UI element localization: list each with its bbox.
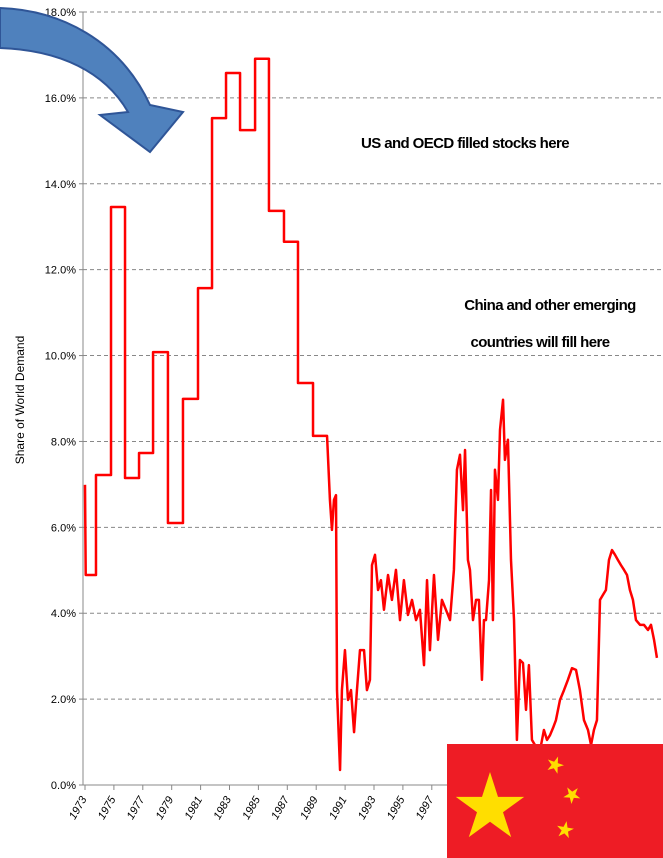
y-tick-label: 4.0% xyxy=(51,608,76,620)
y-tick-label: 8.0% xyxy=(51,436,76,448)
data-line xyxy=(83,57,659,772)
flag-star xyxy=(455,772,525,838)
annotation: countries will fill here xyxy=(471,334,610,351)
x-tick-label: 1973 xyxy=(67,794,90,822)
y-tick-label: 14.0% xyxy=(45,179,76,191)
y-tick-label: 18.0% xyxy=(45,7,76,19)
y-tick-label: 12.0% xyxy=(45,265,76,277)
x-tick-label: 1977 xyxy=(125,794,148,822)
y-tick-label: 0.0% xyxy=(51,780,76,792)
y-tick-label: 6.0% xyxy=(51,522,76,534)
x-tick-label: 1991 xyxy=(327,795,350,822)
flag-star xyxy=(563,787,581,804)
x-tick-label: 1985 xyxy=(240,794,263,822)
x-tick-label: 1995 xyxy=(385,794,408,822)
x-tick-label: 1979 xyxy=(154,795,177,822)
x-tick-label: 1987 xyxy=(269,794,292,822)
y-tick-label: 2.0% xyxy=(51,694,76,706)
arrow xyxy=(0,6,185,154)
y-axis-label: Share of World Demand xyxy=(13,336,27,465)
x-tick-label: 1997 xyxy=(414,794,437,822)
x-tick-label: 1989 xyxy=(298,795,321,822)
annotation: China and other emerging xyxy=(464,297,636,314)
y-tick-label: 16.0% xyxy=(45,93,76,105)
x-tick-label: 1981 xyxy=(183,795,206,822)
flag-star xyxy=(557,821,574,839)
flag-star xyxy=(547,756,564,774)
annotation: US and OECD filled stocks here xyxy=(361,135,569,152)
x-tick-label: 1993 xyxy=(356,794,379,822)
x-tick-label: 1983 xyxy=(211,794,234,822)
y-tick-label: 10.0% xyxy=(45,351,76,363)
x-tick-label: 1975 xyxy=(96,794,119,822)
